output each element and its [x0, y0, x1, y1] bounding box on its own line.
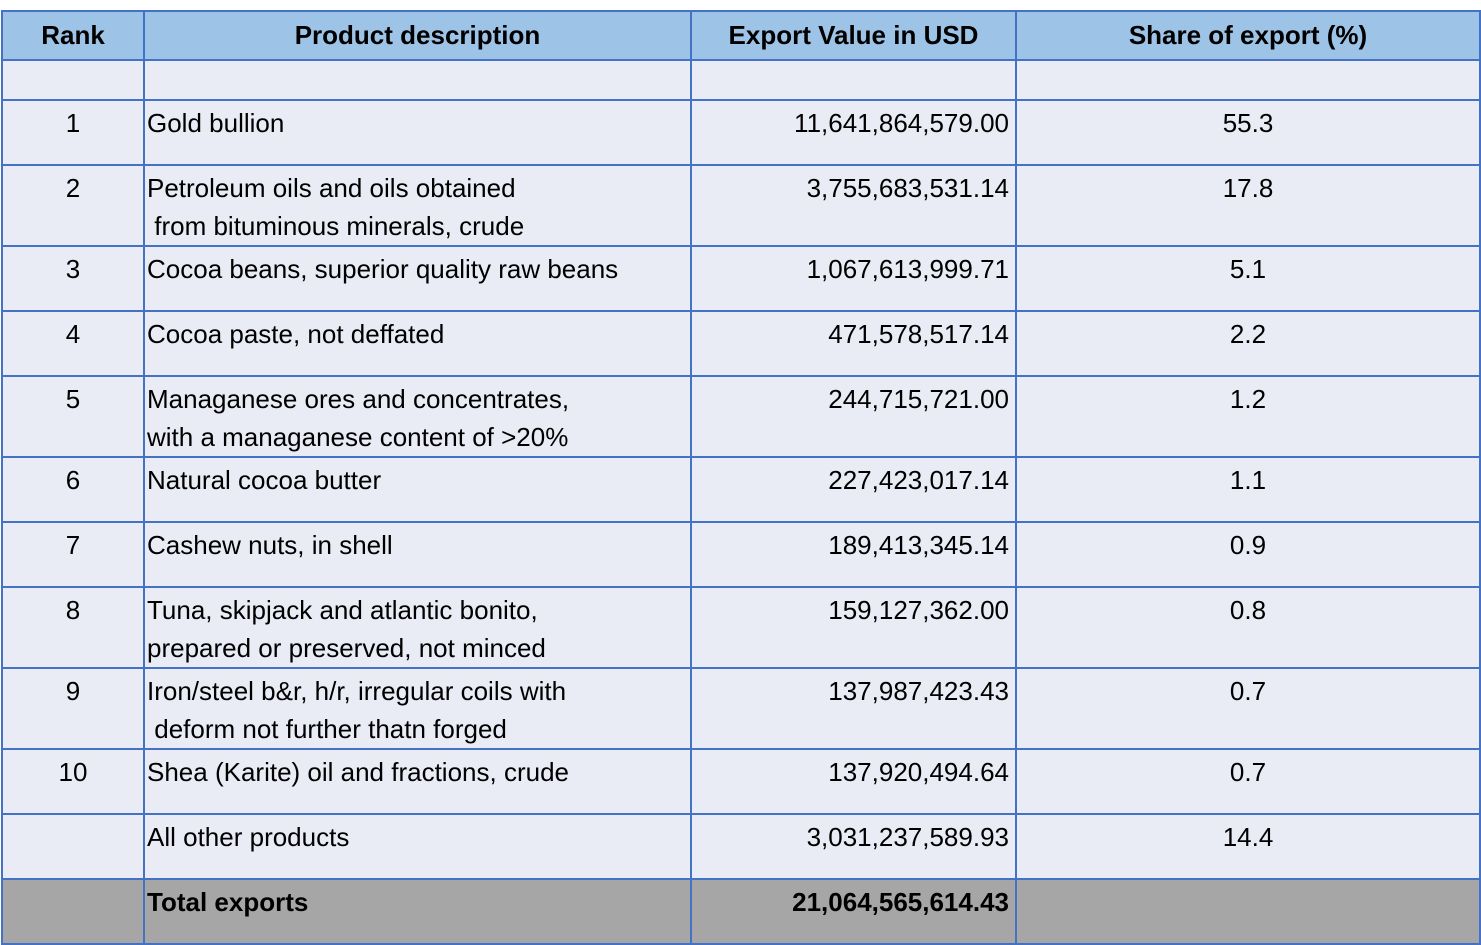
column-header: Product description [143, 10, 692, 61]
cell-description: Cashew nuts, in shell [143, 521, 692, 588]
export-table: Rank Product description Export Value in… [1, 10, 1481, 945]
table-body: 1 Gold bullion 11,641,864,579.00 55.3 2 Petro… [1, 59, 1481, 945]
cell-value: 137,987,423.43 [690, 667, 1017, 750]
cell-description: Total exports [143, 878, 692, 945]
cell-description: All other products [143, 813, 692, 880]
cell-description: Gold bullion [143, 99, 692, 166]
cell-value: 21,064,565,614.43 [690, 878, 1017, 945]
cell-description: Cocoa paste, not deffated [143, 310, 692, 377]
cell-rank: 10 [1, 748, 145, 815]
table-row: All other products 3,031,237,589.93 14.4 [1, 813, 1481, 880]
cell-share: 0.8 [1015, 586, 1481, 669]
cell-rank: 6 [1, 456, 145, 523]
cell-rank: 9 [1, 667, 145, 750]
cell-value: 227,423,017.14 [690, 456, 1017, 523]
cell-share: 0.9 [1015, 521, 1481, 588]
cell-value: 244,715,721.00 [690, 375, 1017, 458]
table-head: Rank Product description Export Value in… [1, 10, 1481, 61]
cell-rank [1, 813, 145, 880]
cell-share: 55.3 [1015, 99, 1481, 166]
cell-description: Natural cocoa butter [143, 456, 692, 523]
cell-rank: 3 [1, 245, 145, 312]
column-header: Share of export (%) [1015, 10, 1481, 61]
cell-rank [1, 878, 145, 945]
cell-share: 2.2 [1015, 310, 1481, 377]
cell-rank: 8 [1, 586, 145, 669]
cell-value: 189,413,345.14 [690, 521, 1017, 588]
header-row: Rank Product description Export Value in… [1, 10, 1481, 61]
table-row: 8 Tuna, skipjack and atlantic bonito, pre… [1, 586, 1481, 669]
cell-value: 3,755,683,531.14 [690, 164, 1017, 247]
cell-share: 17.8 [1015, 164, 1481, 247]
cell [1, 59, 145, 101]
column-header: Export Value in USD [690, 10, 1017, 61]
cell-description: Cocoa beans, superior quality raw beans [143, 245, 692, 312]
table-row: 4 Cocoa paste, not deffated 471,578,517.14… [1, 310, 1481, 377]
cell-share [1015, 878, 1481, 945]
blank-row [1, 59, 1481, 101]
cell-rank: 1 [1, 99, 145, 166]
cell-description: Petroleum oils and oils obtained from bi… [143, 164, 692, 247]
cell-share: 5.1 [1015, 245, 1481, 312]
table-row: 1 Gold bullion 11,641,864,579.00 55.3 [1, 99, 1481, 166]
cell-rank: 2 [1, 164, 145, 247]
cell-rank: 7 [1, 521, 145, 588]
cell-description: Shea (Karite) oil and fractions, crude [143, 748, 692, 815]
cell-share: 1.2 [1015, 375, 1481, 458]
table-row: 9 Iron/steel b&r, h/r, irregular coils wi… [1, 667, 1481, 750]
cell-share: 1.1 [1015, 456, 1481, 523]
table-row: 2 Petroleum oils and oils obtained from b… [1, 164, 1481, 247]
cell-share: 0.7 [1015, 748, 1481, 815]
cell-description: Tuna, skipjack and atlantic bonito, prep… [143, 586, 692, 669]
table-row: 7 Cashew nuts, in shell 189,413,345.14 0.9 [1, 521, 1481, 588]
table-row: 5 Managanese ores and concentrates, with … [1, 375, 1481, 458]
cell [690, 59, 1017, 101]
table-row: 6 Natural cocoa butter 227,423,017.14 1.1 [1, 456, 1481, 523]
cell-rank: 4 [1, 310, 145, 377]
cell [143, 59, 692, 101]
column-header: Rank [1, 10, 145, 61]
cell-description: Managanese ores and concentrates, with a… [143, 375, 692, 458]
table-row: 3 Cocoa beans, superior quality raw beans… [1, 245, 1481, 312]
cell-value: 471,578,517.14 [690, 310, 1017, 377]
cell-value: 3,031,237,589.93 [690, 813, 1017, 880]
cell-value: 1,067,613,999.71 [690, 245, 1017, 312]
cell-value: 11,641,864,579.00 [690, 99, 1017, 166]
table-row: 10 Shea (Karite) oil and fractions, crude… [1, 748, 1481, 815]
table-row: Total exports 21,064,565,614.43 [1, 878, 1481, 945]
cell-rank: 5 [1, 375, 145, 458]
cell-value: 159,127,362.00 [690, 586, 1017, 669]
cell-description: Iron/steel b&r, h/r, irregular coils wit… [143, 667, 692, 750]
cell-share: 14.4 [1015, 813, 1481, 880]
cell-value: 137,920,494.64 [690, 748, 1017, 815]
cell [1015, 59, 1481, 101]
cell-share: 0.7 [1015, 667, 1481, 750]
